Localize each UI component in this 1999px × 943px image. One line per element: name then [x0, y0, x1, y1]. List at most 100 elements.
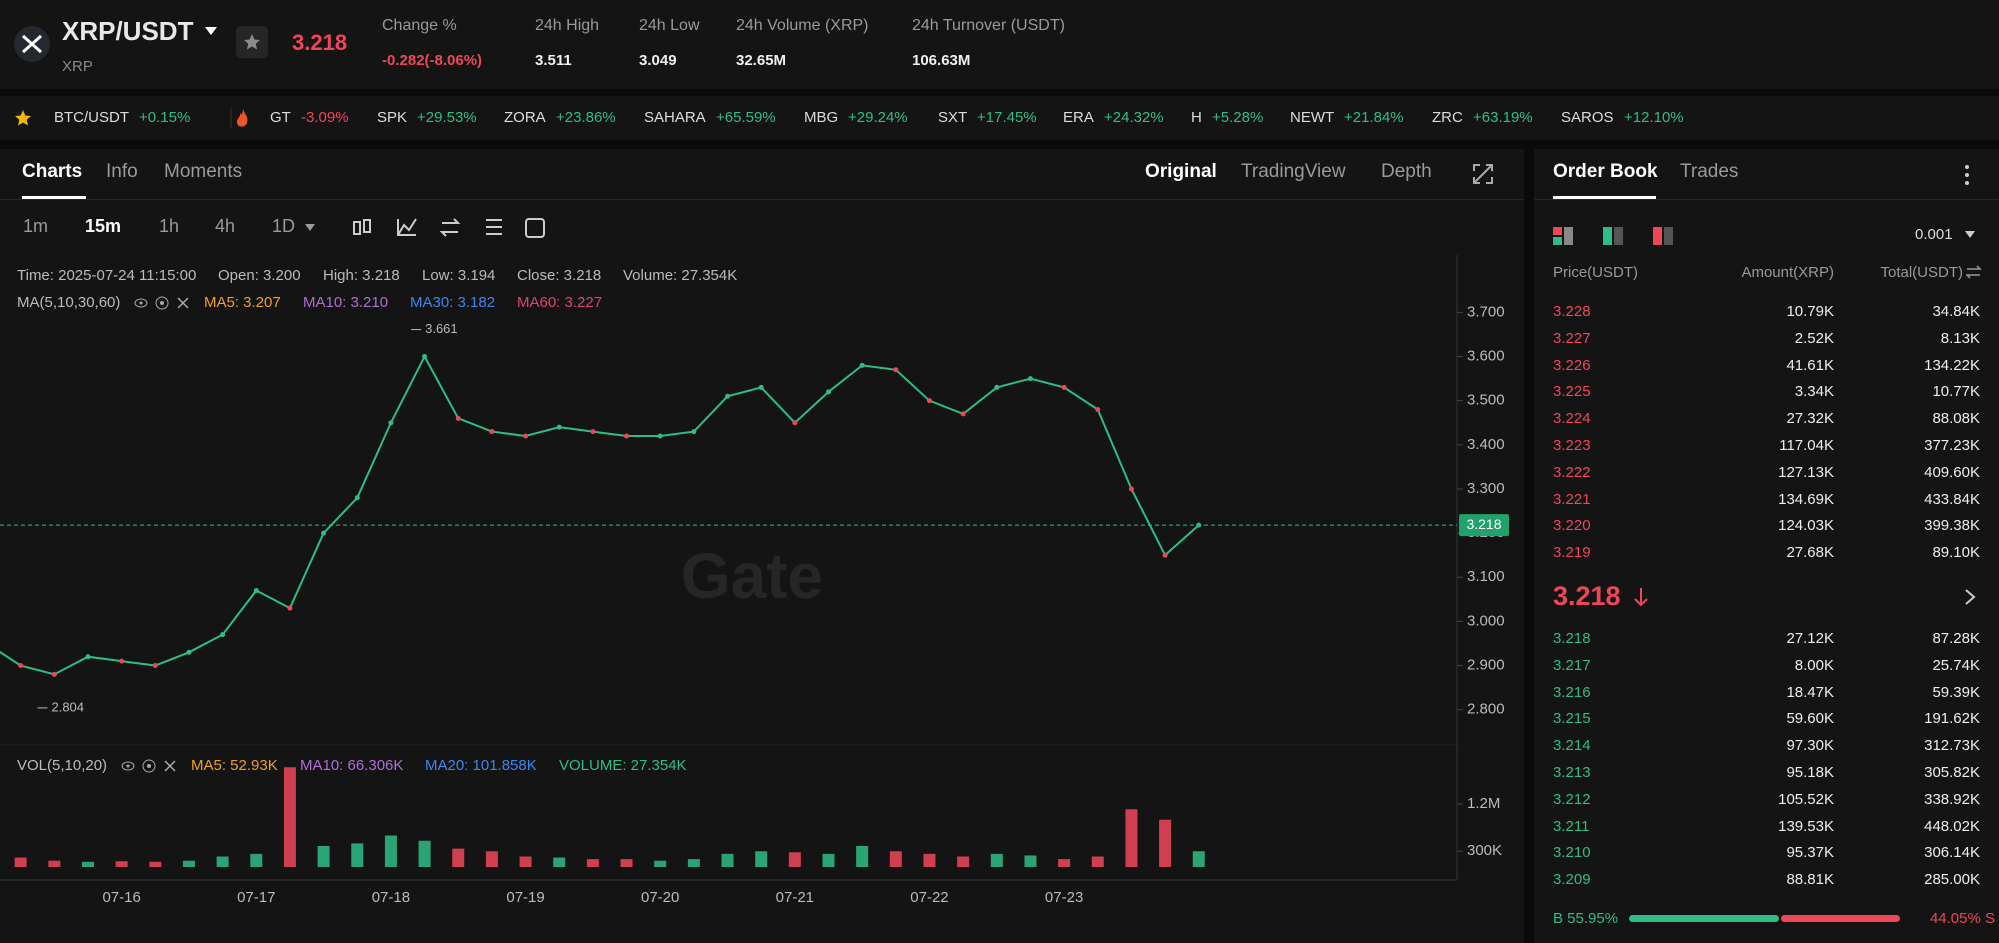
ticker-name[interactable]: SAHARA	[644, 109, 706, 126]
price-point	[657, 433, 663, 439]
ticker-name[interactable]: ZRC	[1432, 109, 1463, 126]
volume-bar	[654, 860, 667, 867]
ticker-change[interactable]: +29.53%	[417, 109, 477, 126]
watermark: Gate	[681, 540, 823, 612]
ticker-name[interactable]: SAROS	[1561, 109, 1614, 126]
book-price[interactable]: 3.220	[1553, 517, 1591, 535]
chart-tab[interactable]: Charts	[22, 161, 83, 182]
book-price[interactable]: 3.221	[1553, 490, 1591, 508]
high-label: 3.661	[425, 321, 458, 336]
dropdown-icon[interactable]	[1965, 231, 1975, 239]
ticker-change[interactable]: +0.15%	[139, 109, 191, 126]
book-price[interactable]: 3.211	[1553, 817, 1590, 835]
book-price[interactable]: 3.209	[1553, 871, 1591, 889]
ohlc-info: Low: 3.194	[422, 267, 496, 284]
ticker-change[interactable]: +5.28%	[1212, 109, 1264, 126]
book-price[interactable]: 3.216	[1553, 683, 1591, 701]
ticker-name[interactable]: ZORA	[504, 109, 546, 126]
view-tab[interactable]: Original	[1145, 161, 1217, 182]
menu-icon[interactable]	[1962, 163, 1972, 187]
ticker-change[interactable]: +29.24%	[848, 109, 908, 126]
book-price[interactable]: 3.212	[1553, 790, 1591, 808]
book-price[interactable]: 3.218	[1553, 630, 1591, 647]
precision[interactable]: 0.001	[1915, 226, 1953, 243]
book-price[interactable]: 3.222	[1553, 463, 1591, 481]
swap-icon[interactable]	[1966, 264, 1982, 280]
volume-bar	[485, 851, 498, 867]
ohlc-info: Time: 2025-07-24 11:15:00	[17, 267, 197, 284]
book-price[interactable]: 3.214	[1553, 737, 1591, 755]
book-price[interactable]: 3.228	[1553, 303, 1591, 320]
book-price[interactable]: 3.225	[1553, 383, 1591, 401]
favorite-button[interactable]	[236, 26, 268, 58]
book-price[interactable]: 3.213	[1553, 764, 1591, 781]
ticker-name[interactable]: MBG	[804, 109, 839, 126]
book-price[interactable]: 3.210	[1553, 844, 1591, 862]
y-tick-label: 3.100	[1467, 568, 1505, 585]
ticker-name[interactable]: ERA	[1063, 109, 1094, 126]
interval[interactable]: 4h	[215, 216, 236, 236]
pair[interactable]: XRP/USDT	[62, 16, 194, 46]
ticker-change[interactable]: +65.59%	[716, 109, 776, 126]
ticker-name[interactable]: SPK	[377, 109, 408, 126]
view-tab[interactable]: TradingView	[1241, 161, 1346, 182]
book-total: 88.08K	[1932, 410, 1980, 428]
legend-icons[interactable]	[121, 758, 181, 774]
price-point	[287, 605, 293, 611]
book-amount: 105.52K	[1778, 790, 1834, 808]
interval[interactable]: 1h	[159, 216, 180, 236]
ticker-change[interactable]: +17.45%	[977, 109, 1037, 126]
interval[interactable]: 1D	[272, 216, 296, 236]
last-price-label: 3.218	[1466, 516, 1501, 532]
toolbar-icons[interactable]	[350, 215, 550, 241]
dropdown-icon[interactable]	[305, 224, 315, 231]
book-price[interactable]: 3.223	[1553, 437, 1591, 454]
book-tab[interactable]: Order Book	[1553, 161, 1658, 182]
book-tab[interactable]: Trades	[1680, 161, 1739, 182]
price-point	[1095, 407, 1101, 413]
book-total: 305.82K	[1924, 764, 1980, 781]
chart-panel: Gate 2.8002.9003.0003.1003.2003.3003.400…	[0, 149, 1524, 943]
book-price[interactable]: 3.215	[1553, 710, 1591, 728]
ticker-change[interactable]: +12.10%	[1624, 109, 1684, 126]
book-amount: 2.52K	[1794, 329, 1834, 347]
book-price[interactable]: 3.219	[1553, 544, 1591, 562]
ticker-name[interactable]: GT	[270, 109, 291, 126]
volume-bar	[384, 835, 397, 867]
book-price[interactable]: 3.224	[1553, 410, 1591, 428]
dropdown-icon[interactable]	[205, 26, 217, 36]
legend-item: MA10: 66.306K	[300, 757, 404, 774]
fullscreen-icon[interactable]	[1472, 163, 1494, 185]
book-price[interactable]: 3.227	[1553, 329, 1591, 347]
volume-bar	[856, 845, 869, 867]
price-point	[960, 411, 966, 417]
ticker-change[interactable]: +23.86%	[556, 109, 616, 126]
book-price[interactable]: 3.226	[1553, 356, 1591, 374]
layout-icons[interactable]	[1553, 225, 1683, 247]
ticker-change[interactable]: +24.32%	[1104, 109, 1164, 126]
price-point	[354, 495, 360, 501]
volume-bar	[519, 856, 532, 867]
chart-tab[interactable]: Moments	[164, 161, 243, 182]
book-total: 409.60K	[1924, 463, 1980, 481]
book-total: 89.10K	[1932, 544, 1980, 562]
chart-tab[interactable]: Info	[106, 161, 138, 182]
view-tab[interactable]: Depth	[1381, 161, 1432, 182]
ticker-name[interactable]: NEWT	[1290, 109, 1335, 126]
book-total: 306.14K	[1924, 844, 1980, 862]
interval[interactable]: 15m	[85, 216, 122, 236]
book-price[interactable]: 3.217	[1553, 656, 1591, 674]
ticker-name[interactable]: SXT	[938, 109, 968, 126]
ohlc-info: Volume: 27.354K	[623, 267, 738, 284]
ticker-change[interactable]: +21.84%	[1344, 109, 1404, 126]
volume-bar	[317, 845, 330, 867]
interval[interactable]: 1m	[23, 216, 49, 236]
ticker-name[interactable]: H	[1191, 109, 1202, 126]
ticker-change[interactable]: +63.19%	[1473, 109, 1533, 126]
chevron[interactable]	[1964, 588, 1976, 606]
legend-icons[interactable]	[134, 295, 194, 311]
ticker-name[interactable]: BTC/USDT	[54, 109, 129, 126]
price-point	[859, 362, 865, 368]
ticker-change[interactable]: -3.09%	[301, 109, 349, 126]
volume-bar	[182, 860, 195, 867]
